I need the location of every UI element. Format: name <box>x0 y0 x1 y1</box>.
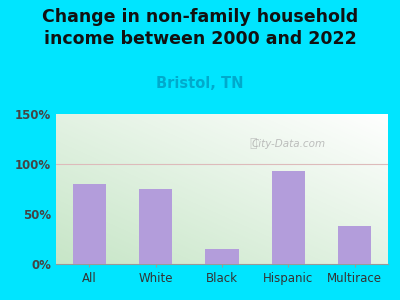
Text: Change in non-family household
income between 2000 and 2022: Change in non-family household income be… <box>42 8 358 48</box>
Text: ⓘ: ⓘ <box>250 137 257 150</box>
Bar <box>73 184 106 264</box>
Bar <box>206 249 238 264</box>
Bar <box>272 171 305 264</box>
Text: City-Data.com: City-Data.com <box>251 139 326 149</box>
Text: Bristol, TN: Bristol, TN <box>156 76 244 92</box>
Bar <box>338 226 372 264</box>
Bar <box>139 189 172 264</box>
